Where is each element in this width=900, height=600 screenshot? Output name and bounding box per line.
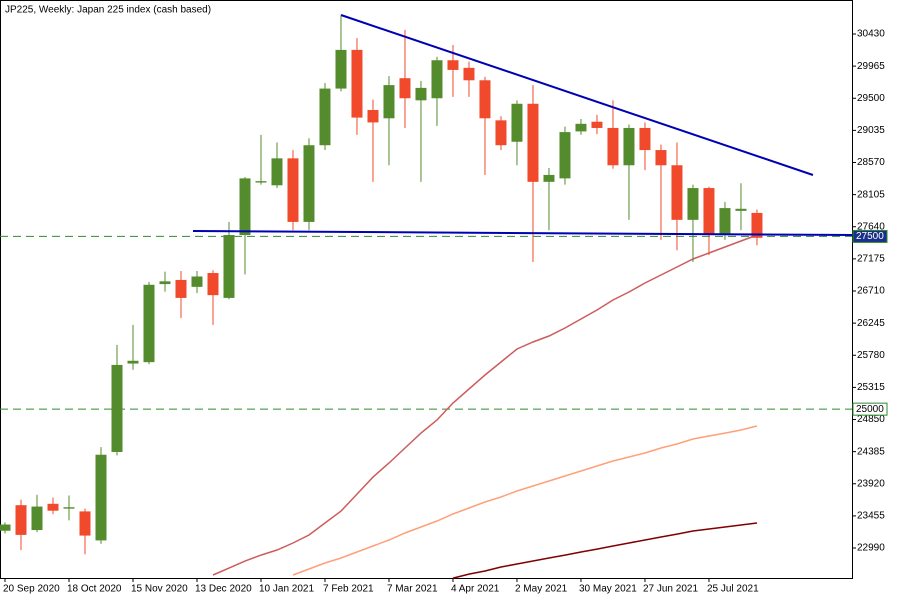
y-tick-label: 26245 — [857, 318, 885, 329]
y-tick-label: 29035 — [857, 125, 885, 136]
candle-body — [335, 49, 347, 89]
y-tick-label: 24385 — [857, 446, 885, 457]
y-tick-label: 28570 — [857, 157, 885, 168]
candle-body — [607, 127, 619, 166]
level-label-box — [852, 229, 888, 243]
candle-body — [719, 208, 731, 236]
candle-body — [0, 524, 11, 531]
moving-average-line — [212, 234, 758, 576]
x-tick-label: 2 May 2021 — [515, 584, 568, 595]
y-tick-label: 29965 — [857, 61, 885, 72]
candle-body — [47, 503, 59, 511]
candle-body — [447, 60, 459, 70]
moving-average-line — [292, 425, 758, 576]
y-tick-label: 29500 — [857, 93, 885, 104]
candle-body — [543, 174, 555, 182]
candle-body — [127, 360, 139, 364]
y-tick-label: 25315 — [857, 382, 885, 393]
x-tick-label: 25 Jul 2021 — [707, 584, 759, 595]
candle-body — [63, 507, 75, 509]
x-tick-label: 10 Jan 2021 — [259, 584, 314, 595]
moving-average-line — [452, 522, 758, 579]
candle-body — [655, 150, 667, 166]
candle-body — [511, 103, 523, 142]
candle-body — [703, 188, 715, 236]
candle-body — [175, 279, 187, 298]
x-tick-label: 18 Oct 2020 — [67, 584, 122, 595]
candle-body — [239, 178, 251, 236]
candle-body — [191, 276, 203, 287]
x-tick-label: 15 Nov 2020 — [131, 584, 188, 595]
candle-body — [575, 123, 587, 132]
x-tick-label: 20 Sep 2020 — [3, 584, 60, 595]
candle-body — [15, 505, 27, 535]
candle-body — [479, 80, 491, 119]
candle-body — [351, 49, 363, 118]
y-tick-label: 23455 — [857, 511, 885, 522]
candle-body — [431, 60, 443, 99]
candle-body — [687, 188, 699, 220]
x-tick-label: 7 Mar 2021 — [387, 584, 438, 595]
y-tick-label: 22990 — [857, 543, 885, 554]
candle-body — [319, 88, 331, 146]
plot-frame — [0, 0, 853, 579]
candle-body — [111, 364, 123, 452]
x-tick-label: 13 Dec 2020 — [195, 584, 252, 595]
candle-body — [527, 103, 539, 182]
level-label: 27500 — [856, 231, 884, 242]
candle-body — [383, 85, 395, 119]
candle-body — [559, 132, 571, 179]
candle-body — [95, 454, 107, 541]
candle-body — [751, 212, 763, 238]
candle-body — [79, 511, 91, 536]
y-tick-label: 27175 — [857, 254, 885, 265]
candle-body — [591, 121, 603, 128]
level-label: 25000 — [856, 404, 884, 415]
candle-body — [31, 506, 43, 531]
candle-body — [495, 120, 507, 146]
y-tick-label: 27640 — [857, 221, 885, 232]
candle-body — [463, 67, 475, 81]
x-tick-label: 30 May 2021 — [579, 584, 637, 595]
candle-body — [303, 145, 315, 222]
candle-body — [143, 284, 155, 363]
x-tick-label: 4 Apr 2021 — [451, 584, 500, 595]
y-tick-label: 28105 — [857, 189, 885, 200]
candle-body — [287, 158, 299, 222]
candle-body — [271, 158, 283, 186]
candle-body — [159, 281, 171, 285]
candle-body — [671, 165, 683, 220]
y-tick-label: 26710 — [857, 286, 885, 297]
x-tick-label: 27 Jun 2021 — [643, 584, 698, 595]
y-tick-label: 23920 — [857, 478, 885, 489]
x-tick-label: 7 Feb 2021 — [323, 584, 374, 595]
candle-body — [399, 78, 411, 99]
chart-title: JP225, Weekly: Japan 225 index (cash bas… — [5, 5, 211, 16]
candle-body — [415, 87, 427, 101]
level-label-box — [852, 402, 888, 416]
trend-line — [340, 14, 814, 176]
candle-body — [207, 273, 219, 296]
candle-body — [223, 235, 235, 298]
candle-body — [367, 109, 379, 123]
y-tick-label: 25780 — [857, 350, 885, 361]
candle-body — [735, 208, 747, 211]
y-tick-label: 24850 — [857, 414, 885, 425]
candle-body — [255, 181, 267, 183]
trend-line — [192, 230, 853, 237]
y-tick-label: 30430 — [857, 29, 885, 40]
candle-body — [623, 127, 635, 166]
candle-body — [639, 127, 651, 151]
